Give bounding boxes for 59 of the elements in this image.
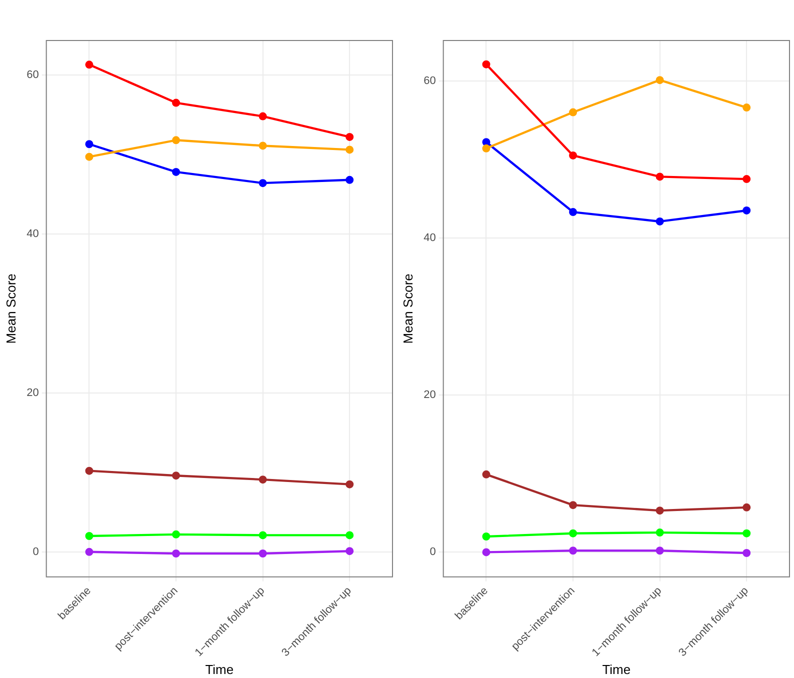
y-tick-label: 20 [26,386,39,399]
y-tick-label: 60 [424,74,436,87]
point [258,179,267,188]
point [482,60,490,68]
point [656,76,664,84]
point [85,152,94,161]
point [656,546,664,555]
y-tick-label: 40 [26,228,39,240]
point [346,480,354,488]
point [482,470,490,478]
y-axis-title: Mean Score [400,274,416,344]
point [346,176,354,184]
point [742,104,751,112]
point [656,217,664,226]
point [742,503,751,512]
point [482,548,490,556]
point [569,108,578,116]
y-tick-label: 0 [32,546,39,558]
point [172,136,180,144]
y-tick-label: 0 [430,546,436,558]
point [346,146,354,154]
point [742,529,751,538]
point [85,140,94,148]
point [569,208,578,216]
y-tick-label: 20 [424,389,436,402]
point [85,466,94,475]
x-axis-title: Time [602,662,631,677]
point [258,112,267,120]
x-axis-title: Time [205,662,234,677]
point [172,549,180,558]
point [346,531,354,540]
point [569,529,578,538]
point [346,547,354,556]
point [656,506,664,515]
point [85,60,94,69]
point [482,144,490,152]
point [258,476,267,484]
point [346,132,354,141]
point [258,142,267,150]
point [258,531,267,540]
point [85,548,94,556]
point [569,151,578,160]
point [172,168,180,176]
y-tick-label: 60 [26,69,39,82]
point [258,549,267,558]
point [172,98,180,107]
y-axis-title: Mean Score [3,274,18,344]
point [85,532,94,540]
point [569,546,578,555]
point [172,530,180,538]
point [172,472,180,480]
y-tick-label: 40 [424,232,436,244]
point [482,532,490,540]
point [569,501,578,510]
point [656,528,664,537]
point [742,548,751,557]
point [742,175,751,184]
point [742,206,751,214]
point [656,172,664,181]
